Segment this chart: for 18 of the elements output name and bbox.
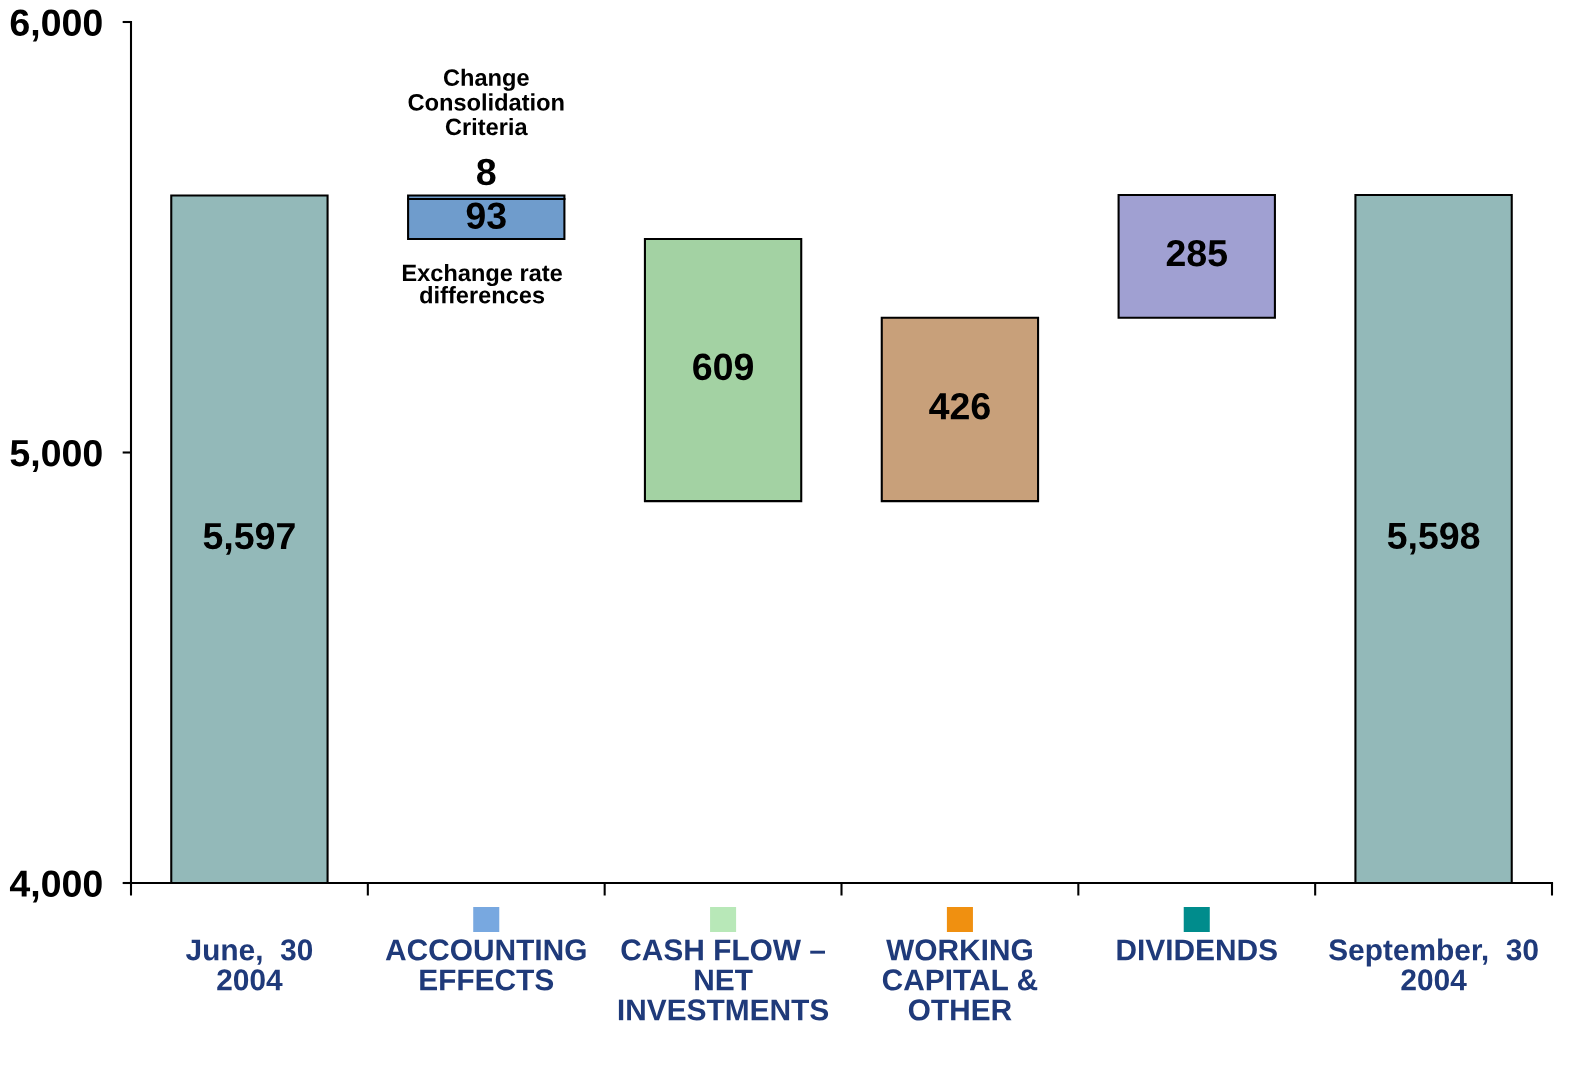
x-tick-label: DIVIDENDS	[1117, 939, 1277, 961]
data-label: 5,598	[1387, 522, 1480, 555]
data-label: 8	[477, 158, 496, 186]
data-label: 285	[1166, 239, 1227, 267]
data-label: 609	[693, 353, 753, 381]
y-tick-label: 4,000	[9, 870, 102, 903]
x-tick-label: WORKING CAPITAL & OTHER	[882, 939, 1038, 1021]
annotation: Exchange rate differences	[402, 263, 562, 304]
x-tick-label: ACCOUNTING EFFECTS	[385, 939, 586, 991]
x-tick-label: September, 30 2004	[1329, 938, 1538, 991]
y-tick-label: 6,000	[10, 9, 102, 42]
data-label: 426	[929, 392, 990, 420]
data-label: 93	[466, 202, 506, 230]
annotation: Change Consolidation Criteria	[408, 68, 564, 136]
x-tick-label: CASH FLOW – NET INVESTMENTS	[618, 939, 829, 1021]
y-tick-label: 5,000	[10, 439, 102, 472]
x-tick-label: June, 30 2004	[185, 939, 313, 991]
data-label: 5,597	[203, 522, 295, 555]
